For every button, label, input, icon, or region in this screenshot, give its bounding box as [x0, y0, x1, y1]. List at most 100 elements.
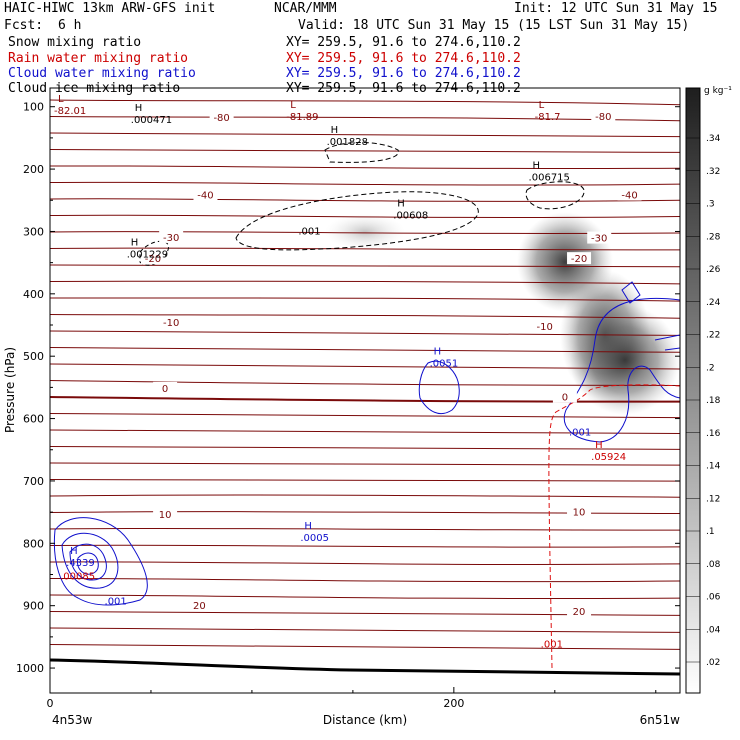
colorbar-tick-label: .26 — [706, 265, 721, 275]
colorbar-tick-label: .18 — [706, 396, 721, 406]
extremum-marker: L — [539, 100, 545, 111]
colorbar-tick-label: .14 — [706, 462, 721, 472]
isotherm — [50, 527, 680, 531]
isotherm-label-bg — [617, 188, 642, 201]
isotherm — [50, 511, 680, 515]
isotherm-label: -10 — [537, 322, 553, 333]
isotherm — [50, 577, 680, 583]
extremum-marker: H — [304, 521, 312, 532]
center-name: NCAR/MMM — [274, 1, 337, 16]
isotherm-label: -10 — [163, 318, 179, 329]
y-tick-label: 500 — [23, 350, 44, 363]
isotherm-label: -30 — [591, 234, 607, 245]
colorbar-tick-label: .02 — [706, 658, 720, 668]
colorbar-tick-label: .2 — [706, 363, 715, 373]
isotherm — [50, 429, 680, 435]
isotherm-label: 20 — [573, 607, 586, 618]
x-tick-label: 200 — [443, 697, 464, 710]
shade-core-lower — [570, 305, 680, 415]
ice-contour-001 — [235, 191, 479, 251]
isotherm — [50, 231, 680, 235]
extremum-value: .000471 — [131, 115, 172, 126]
colorbar-tick-label: .32 — [706, 167, 720, 177]
isotherm-label-bg — [187, 598, 212, 611]
isotherm — [50, 198, 680, 202]
colorbar-tick-label: .1 — [706, 527, 715, 537]
x-axis-label: Distance (km) — [323, 713, 407, 727]
terrain-line — [50, 658, 680, 676]
isotherm-label-bg — [193, 188, 218, 201]
isotherm-label: 10 — [573, 507, 586, 518]
isotherm-label-bg — [209, 111, 234, 124]
isotherm-label: 0 — [562, 393, 568, 404]
extremum-value: -82.01 — [54, 106, 86, 117]
isotherm — [50, 148, 680, 153]
isotherm-label: -20 — [145, 254, 161, 265]
colorbar-tick-label: .08 — [706, 560, 721, 570]
extremum-marker: H — [70, 546, 78, 557]
x-tick-label: 0 — [47, 697, 54, 710]
cloudwater-contour-inner2 — [69, 543, 107, 581]
right-endpoint: 6n51w — [640, 713, 681, 727]
colorbar-tick-label: .28 — [706, 232, 721, 242]
isotherm-label: 0 — [162, 384, 168, 395]
extremum-marker: H — [135, 103, 143, 114]
y-tick-label: 700 — [23, 475, 44, 488]
colorbar-tick-label: .34 — [706, 134, 721, 144]
extremum-marker: H — [434, 346, 442, 357]
contour-label: .001 — [298, 227, 320, 238]
extremum-marker: H — [595, 440, 603, 451]
extremum-value: .001828 — [327, 137, 368, 148]
field-cloudwater-name: Cloud water mixing ratio — [8, 66, 196, 81]
rain-contour-001 — [548, 384, 680, 669]
y-tick-label: 400 — [23, 288, 44, 301]
cloudwater-contour-small — [621, 281, 641, 304]
colorbar-tick-label: .24 — [706, 298, 721, 308]
extremum-marker: H — [331, 125, 339, 136]
cloudwater-contour-outer — [53, 517, 148, 606]
isotherm — [50, 214, 680, 219]
cloudwater-contour-inner1 — [61, 532, 119, 589]
extremum-value: .4339 — [66, 558, 95, 569]
isotherm-label: -40 — [197, 191, 213, 202]
colorbar-ticks: .34 .32 .3 .28 .26 .24 .22 .2 .18 .16 .14 .12 .1 .08.… — [686, 134, 721, 668]
isotherm-label-bg — [153, 381, 178, 394]
colorbar-tick-label: .06 — [706, 593, 721, 603]
field-rain-xy: XY= 259.5, 91.6 to 274.6,110.2 — [286, 51, 521, 66]
colorbar-tick-label: .3 — [706, 200, 715, 210]
plot-frame — [49, 87, 681, 694]
extremum-value: .001229 — [127, 249, 168, 260]
isotherm-label-bg — [567, 605, 592, 618]
extremum-value: -81.7 — [535, 112, 561, 123]
extremum-marker: H — [533, 161, 541, 172]
isotherm-label: -20 — [571, 254, 587, 265]
y-tick-label: 300 — [23, 225, 44, 238]
distance-axis: 0 200 — [47, 687, 657, 710]
fcst-value: 6 h — [58, 18, 82, 33]
isotherm — [50, 330, 680, 336]
field-ice-xy: XY= 259.5, 91.6 to 274.6,110.2 — [286, 81, 521, 96]
mixing-ratio-contours — [53, 142, 680, 669]
isotherm-label: -80 — [595, 112, 611, 123]
extremum-marker: H — [397, 199, 405, 210]
colorbar — [685, 87, 701, 694]
contour-label: .001 — [105, 596, 127, 607]
shade-light-patch — [325, 214, 405, 250]
ice-contour-upper — [324, 142, 399, 163]
isotherm-label-bg — [153, 507, 178, 520]
isotherm — [50, 561, 680, 565]
isotherm — [50, 165, 680, 170]
extremum-value: -81.89 — [286, 112, 318, 123]
y-axis-label: Pressure (hPa) — [3, 347, 17, 433]
isotherm-label-bg — [159, 315, 184, 328]
cloudwater-contour-mid — [418, 360, 460, 414]
extremum-value: .006715 — [529, 173, 570, 184]
isotherm-label-bg — [587, 231, 612, 244]
colorbar-tick-label: .12 — [706, 494, 720, 504]
ice-contour-left — [139, 240, 169, 266]
extremum-marker: H — [131, 237, 139, 248]
ice-contour-right — [525, 181, 585, 210]
isotherm-label-bg — [567, 252, 592, 265]
